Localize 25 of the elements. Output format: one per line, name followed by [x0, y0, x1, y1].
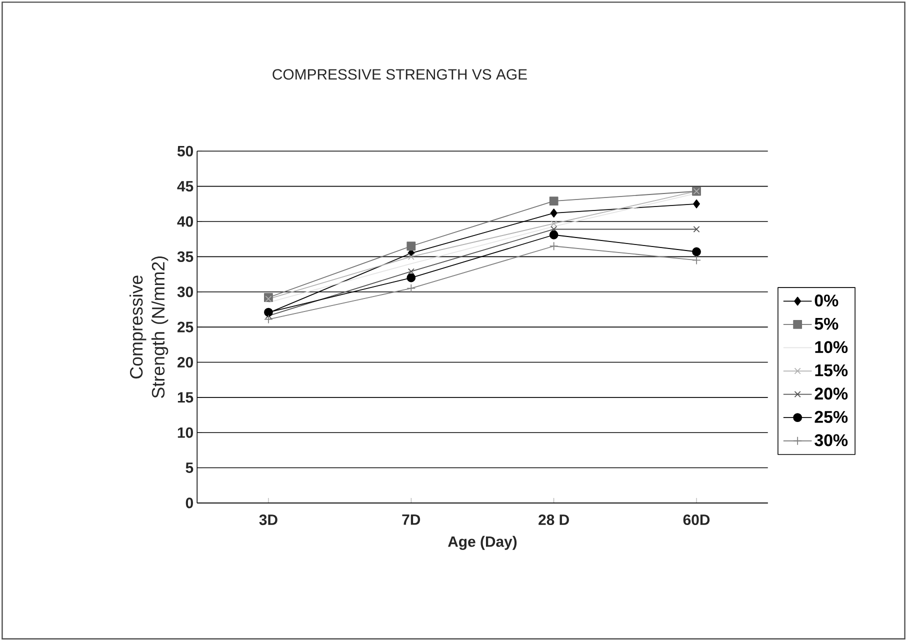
y-tick-label: 20 — [178, 356, 193, 368]
legend-label: 10% — [815, 341, 848, 354]
y-tick-label: 5 — [186, 462, 194, 473]
y-tick-label: 0 — [186, 498, 193, 508]
y-tick-label: 35 — [177, 251, 194, 262]
legend-label: 15% — [815, 364, 848, 376]
legend-label: 25% — [814, 410, 848, 423]
y-tick-label: 15 — [178, 392, 194, 403]
y-tick-label: 45 — [177, 181, 194, 192]
legend-label: 5% — [814, 318, 838, 330]
x-tick-label: 7D — [402, 514, 420, 525]
y-tick-label: 10 — [178, 427, 193, 438]
y-tick-label: 25 — [178, 322, 194, 332]
legend-label: 30% — [814, 434, 848, 446]
y-tick-label: 50 — [177, 146, 193, 156]
x-axis-title: Age (Day) — [448, 536, 517, 550]
x-tick-label: 3D — [259, 514, 278, 526]
chart-title: COMPRESSIVE STRENGTH VS AGE — [272, 69, 527, 80]
x-tick-label: 28 D — [538, 514, 569, 526]
y-axis-title: Compressive Strength (N/mm2) — [130, 256, 168, 398]
y-tick-label: 30 — [177, 286, 193, 298]
x-tick-label: 60D — [683, 514, 710, 526]
y-tick-label: 40 — [177, 216, 193, 227]
legend-label: 20% — [814, 388, 848, 400]
legend-label: 0% — [814, 294, 838, 306]
